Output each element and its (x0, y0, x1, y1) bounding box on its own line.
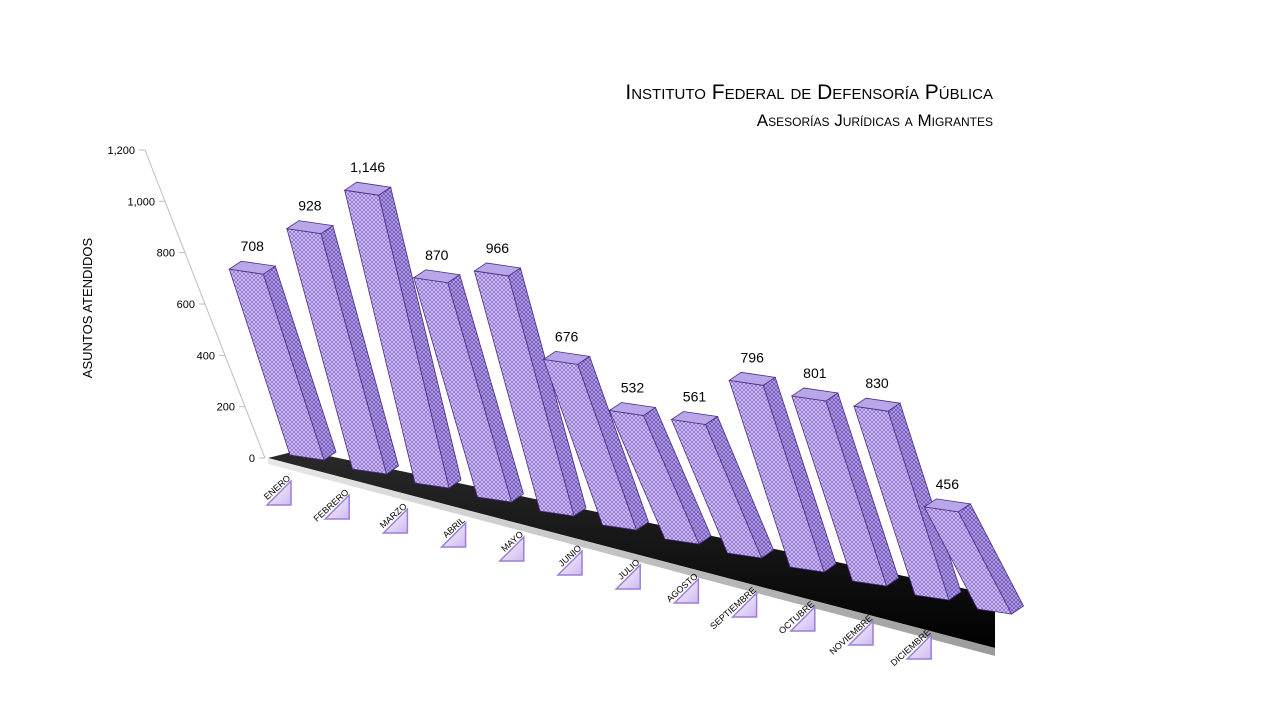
value-label: 966 (486, 240, 510, 256)
bar-top (852, 397, 902, 412)
category-tab-shape (730, 591, 758, 618)
category-tab-shape (905, 633, 932, 660)
bar-top (343, 181, 392, 196)
bar (228, 260, 337, 461)
category-tab-shape (672, 577, 700, 604)
bar (542, 350, 649, 531)
y-tick-label: 1,000 (127, 196, 155, 208)
category-tab: SEPTIEMBRE (708, 585, 758, 631)
chart-title: Instituto Federal de Defensoría Pública (625, 81, 993, 104)
value-label: 1,146 (350, 159, 385, 175)
bar (608, 402, 712, 545)
bar-top (473, 262, 522, 277)
bar-top (670, 411, 719, 425)
category-tab-shape (323, 493, 350, 520)
bar-top (790, 387, 839, 402)
category-tab: MAYO (497, 529, 525, 562)
y-tick-label: 400 (197, 350, 215, 362)
value-label: 676 (555, 328, 579, 344)
value-label: 708 (241, 238, 265, 254)
category-tab: FEBRERO (312, 487, 351, 524)
y-tick-label: 1,200 (107, 145, 135, 157)
bar (343, 181, 462, 489)
value-label: 830 (865, 375, 889, 391)
y-tick-label: 200 (217, 402, 235, 414)
bar-top (412, 269, 461, 284)
value-label: 870 (425, 247, 449, 263)
category-tab: NOVIEMBRE (828, 613, 875, 657)
category-tab-shape (614, 563, 641, 590)
category-tab-shape (788, 605, 816, 632)
value-labels: 708 928 1,146 870 966 676 532 561 796 801 830 456 (241, 159, 960, 492)
value-label: 801 (803, 365, 827, 381)
category-tab: MARZO (378, 501, 409, 534)
category-tab: ENERO (262, 473, 292, 506)
bars (228, 181, 1025, 615)
bar (412, 269, 524, 503)
bar-top (728, 371, 777, 386)
bar-top (542, 350, 591, 365)
bar (728, 371, 837, 573)
bar (790, 387, 899, 587)
category-tab-shape (439, 521, 467, 548)
category-tab: ABRIL (439, 515, 467, 548)
bar (670, 411, 774, 559)
y-tick-label: 0 (249, 453, 255, 465)
bar-top (228, 260, 277, 275)
category-tab-shape (556, 549, 583, 576)
y-tick-label: 800 (157, 248, 175, 260)
bar-top (923, 498, 972, 513)
bar (473, 262, 587, 517)
y-axis: 0 200 400 600 800 1,000 1,200 (107, 145, 266, 465)
bar (923, 498, 1025, 615)
value-label: 796 (741, 349, 765, 365)
category-tab-shape (381, 507, 409, 534)
category-tab-shape (497, 535, 525, 562)
bar-top (608, 402, 657, 416)
category-tab: AGOSTO (665, 571, 700, 604)
chart-subtitle: Asesorías Jurídicas a Migrantes (757, 111, 993, 130)
category-tab: JUNIO (556, 543, 583, 576)
chart-floor (268, 450, 995, 656)
floor-top (268, 450, 995, 648)
bar-top (285, 220, 334, 235)
bar (852, 397, 962, 601)
value-label: 561 (683, 388, 707, 404)
floor-edge (268, 458, 995, 656)
category-tab: OCTUBRE (777, 599, 816, 636)
value-label: 928 (298, 198, 322, 214)
bar (285, 220, 399, 475)
value-label: 532 (621, 380, 645, 396)
category-tab-shape (847, 619, 874, 646)
category-tab-shape (265, 479, 292, 506)
category-tab: JULIO (614, 557, 642, 590)
value-label: 456 (936, 476, 960, 492)
y-tick-label: 600 (177, 299, 195, 311)
y-axis-label: ASUNTOS ATENDIDOS (80, 237, 95, 378)
